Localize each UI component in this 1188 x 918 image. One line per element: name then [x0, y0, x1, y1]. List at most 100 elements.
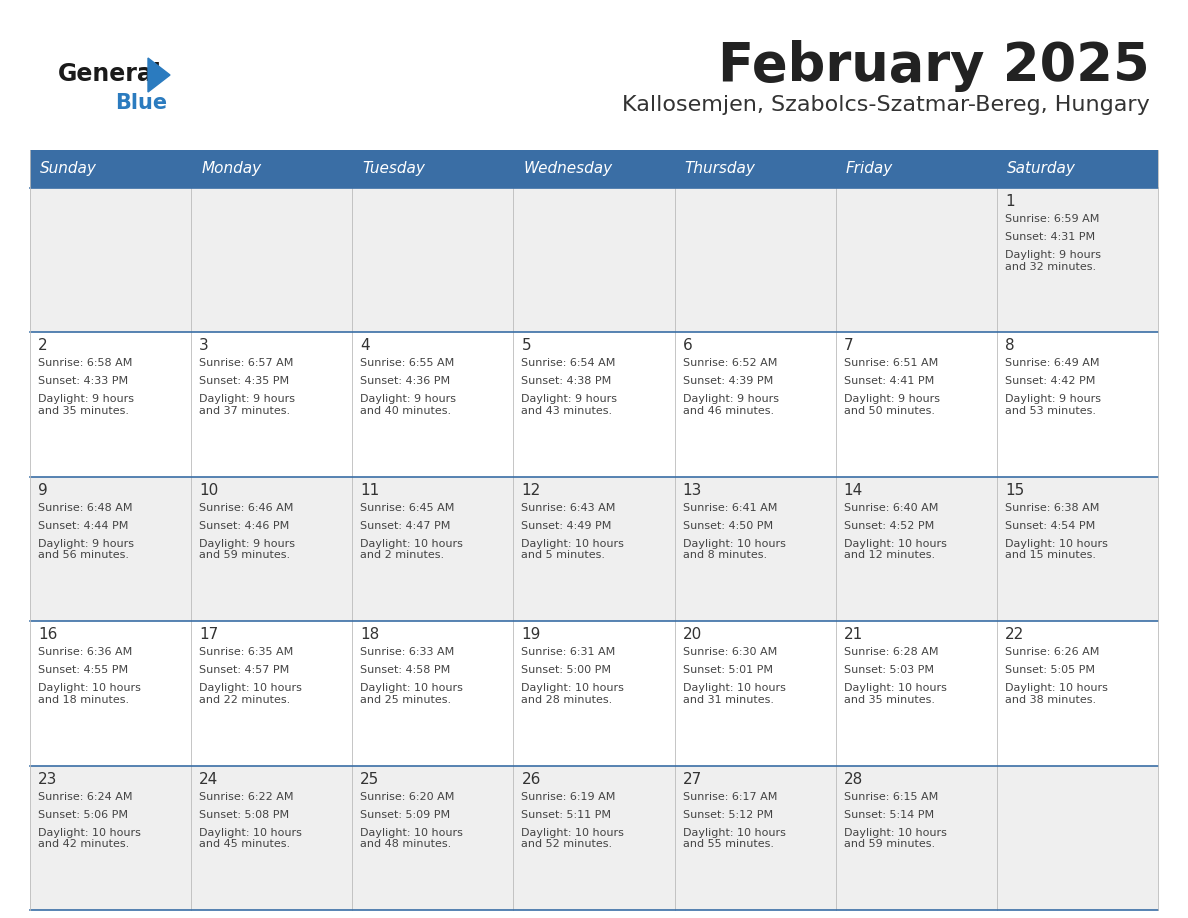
Bar [30, 476, 1158, 621]
Text: 2: 2 [38, 339, 48, 353]
Text: Daylight: 10 hours
and 52 minutes.: Daylight: 10 hours and 52 minutes. [522, 828, 625, 849]
Bar [191, 150, 353, 188]
Text: Sunset: 4:36 PM: Sunset: 4:36 PM [360, 376, 450, 386]
Text: 19: 19 [522, 627, 541, 643]
Text: Friday: Friday [846, 162, 893, 176]
Bar [835, 150, 997, 188]
Text: Sunrise: 6:35 AM: Sunrise: 6:35 AM [200, 647, 293, 657]
Text: Sunrise: 6:48 AM: Sunrise: 6:48 AM [38, 503, 133, 513]
Text: 21: 21 [843, 627, 862, 643]
Text: Daylight: 10 hours
and 15 minutes.: Daylight: 10 hours and 15 minutes. [1005, 539, 1107, 560]
Text: Sunrise: 6:58 AM: Sunrise: 6:58 AM [38, 358, 132, 368]
Text: 14: 14 [843, 483, 862, 498]
Text: 24: 24 [200, 772, 219, 787]
Text: Sunrise: 6:40 AM: Sunrise: 6:40 AM [843, 503, 939, 513]
Text: 7: 7 [843, 339, 853, 353]
Text: Daylight: 9 hours
and 43 minutes.: Daylight: 9 hours and 43 minutes. [522, 395, 618, 416]
Text: Blue: Blue [115, 93, 168, 113]
Text: Sunset: 4:44 PM: Sunset: 4:44 PM [38, 521, 128, 531]
Bar [513, 150, 675, 188]
Text: Sunrise: 6:26 AM: Sunrise: 6:26 AM [1005, 647, 1099, 657]
Bar [30, 332, 1158, 476]
Text: 27: 27 [683, 772, 702, 787]
Text: Sunset: 5:06 PM: Sunset: 5:06 PM [38, 810, 128, 820]
Text: Sunset: 5:09 PM: Sunset: 5:09 PM [360, 810, 450, 820]
Text: Sunrise: 6:22 AM: Sunrise: 6:22 AM [200, 791, 293, 801]
Text: Daylight: 10 hours
and 2 minutes.: Daylight: 10 hours and 2 minutes. [360, 539, 463, 560]
Text: 11: 11 [360, 483, 379, 498]
Text: Sunrise: 6:55 AM: Sunrise: 6:55 AM [360, 358, 455, 368]
Text: Sunset: 4:35 PM: Sunset: 4:35 PM [200, 376, 289, 386]
Text: Sunset: 5:11 PM: Sunset: 5:11 PM [522, 810, 612, 820]
Text: Sunrise: 6:36 AM: Sunrise: 6:36 AM [38, 647, 132, 657]
Text: Sunset: 5:00 PM: Sunset: 5:00 PM [522, 666, 612, 676]
Text: Sunset: 4:46 PM: Sunset: 4:46 PM [200, 521, 290, 531]
Text: 23: 23 [38, 772, 57, 787]
Text: Sunrise: 6:57 AM: Sunrise: 6:57 AM [200, 358, 293, 368]
Text: Sunset: 4:55 PM: Sunset: 4:55 PM [38, 666, 128, 676]
Text: Sunset: 4:31 PM: Sunset: 4:31 PM [1005, 232, 1095, 242]
Text: Tuesday: Tuesday [362, 162, 425, 176]
Text: 22: 22 [1005, 627, 1024, 643]
Text: Daylight: 10 hours
and 38 minutes.: Daylight: 10 hours and 38 minutes. [1005, 683, 1107, 705]
Text: Sunrise: 6:54 AM: Sunrise: 6:54 AM [522, 358, 615, 368]
Text: Sunset: 5:08 PM: Sunset: 5:08 PM [200, 810, 289, 820]
Text: Sunrise: 6:49 AM: Sunrise: 6:49 AM [1005, 358, 1099, 368]
Text: 1: 1 [1005, 194, 1015, 209]
Text: 15: 15 [1005, 483, 1024, 498]
Text: Sunset: 4:42 PM: Sunset: 4:42 PM [1005, 376, 1095, 386]
Text: 5: 5 [522, 339, 531, 353]
Text: 6: 6 [683, 339, 693, 353]
Text: 18: 18 [360, 627, 379, 643]
Text: Sunrise: 6:30 AM: Sunrise: 6:30 AM [683, 647, 777, 657]
Text: 9: 9 [38, 483, 48, 498]
Text: Sunrise: 6:46 AM: Sunrise: 6:46 AM [200, 503, 293, 513]
Text: Wednesday: Wednesday [524, 162, 613, 176]
Text: Sunset: 4:41 PM: Sunset: 4:41 PM [843, 376, 934, 386]
Text: Sunrise: 6:38 AM: Sunrise: 6:38 AM [1005, 503, 1099, 513]
Text: Daylight: 10 hours
and 12 minutes.: Daylight: 10 hours and 12 minutes. [843, 539, 947, 560]
Text: 28: 28 [843, 772, 862, 787]
Text: 4: 4 [360, 339, 369, 353]
Text: Sunday: Sunday [40, 162, 97, 176]
Text: Daylight: 10 hours
and 28 minutes.: Daylight: 10 hours and 28 minutes. [522, 683, 625, 705]
Text: Daylight: 9 hours
and 59 minutes.: Daylight: 9 hours and 59 minutes. [200, 539, 295, 560]
Text: 20: 20 [683, 627, 702, 643]
Text: Sunset: 4:52 PM: Sunset: 4:52 PM [843, 521, 934, 531]
Text: Sunrise: 6:28 AM: Sunrise: 6:28 AM [843, 647, 939, 657]
Text: Sunset: 4:47 PM: Sunset: 4:47 PM [360, 521, 450, 531]
Text: Sunset: 5:14 PM: Sunset: 5:14 PM [843, 810, 934, 820]
Text: Daylight: 9 hours
and 46 minutes.: Daylight: 9 hours and 46 minutes. [683, 395, 778, 416]
Text: 13: 13 [683, 483, 702, 498]
Text: Sunrise: 6:31 AM: Sunrise: 6:31 AM [522, 647, 615, 657]
Text: 3: 3 [200, 339, 209, 353]
Text: Sunrise: 6:24 AM: Sunrise: 6:24 AM [38, 791, 133, 801]
Text: Daylight: 10 hours
and 35 minutes.: Daylight: 10 hours and 35 minutes. [843, 683, 947, 705]
Text: Sunrise: 6:41 AM: Sunrise: 6:41 AM [683, 503, 777, 513]
Text: Daylight: 10 hours
and 55 minutes.: Daylight: 10 hours and 55 minutes. [683, 828, 785, 849]
Text: 16: 16 [38, 627, 57, 643]
Text: Daylight: 9 hours
and 56 minutes.: Daylight: 9 hours and 56 minutes. [38, 539, 134, 560]
Text: Sunset: 4:49 PM: Sunset: 4:49 PM [522, 521, 612, 531]
Text: 17: 17 [200, 627, 219, 643]
Text: Sunset: 4:50 PM: Sunset: 4:50 PM [683, 521, 772, 531]
Bar [353, 150, 513, 188]
Text: 12: 12 [522, 483, 541, 498]
Text: 26: 26 [522, 772, 541, 787]
Bar [30, 188, 1158, 332]
Text: Sunset: 5:05 PM: Sunset: 5:05 PM [1005, 666, 1095, 676]
Text: Daylight: 10 hours
and 5 minutes.: Daylight: 10 hours and 5 minutes. [522, 539, 625, 560]
Text: Sunset: 5:12 PM: Sunset: 5:12 PM [683, 810, 772, 820]
Text: Daylight: 9 hours
and 32 minutes.: Daylight: 9 hours and 32 minutes. [1005, 250, 1101, 272]
Bar [30, 150, 191, 188]
Text: Daylight: 10 hours
and 25 minutes.: Daylight: 10 hours and 25 minutes. [360, 683, 463, 705]
Text: Sunset: 4:38 PM: Sunset: 4:38 PM [522, 376, 612, 386]
Text: Sunrise: 6:33 AM: Sunrise: 6:33 AM [360, 647, 455, 657]
Text: Sunrise: 6:19 AM: Sunrise: 6:19 AM [522, 791, 615, 801]
Text: Sunrise: 6:59 AM: Sunrise: 6:59 AM [1005, 214, 1099, 224]
Text: Sunset: 4:54 PM: Sunset: 4:54 PM [1005, 521, 1095, 531]
Text: Kallosemjen, Szabolcs-Szatmar-Bereg, Hungary: Kallosemjen, Szabolcs-Szatmar-Bereg, Hun… [623, 95, 1150, 115]
Text: Sunset: 4:58 PM: Sunset: 4:58 PM [360, 666, 450, 676]
Polygon shape [148, 58, 170, 92]
Text: Daylight: 10 hours
and 18 minutes.: Daylight: 10 hours and 18 minutes. [38, 683, 141, 705]
